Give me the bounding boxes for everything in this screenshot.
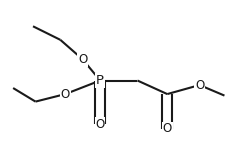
Text: P: P bbox=[96, 74, 104, 87]
Text: O: O bbox=[163, 122, 172, 135]
Text: O: O bbox=[61, 88, 70, 101]
Text: O: O bbox=[195, 79, 204, 92]
Text: O: O bbox=[96, 118, 105, 131]
Text: O: O bbox=[78, 53, 87, 66]
